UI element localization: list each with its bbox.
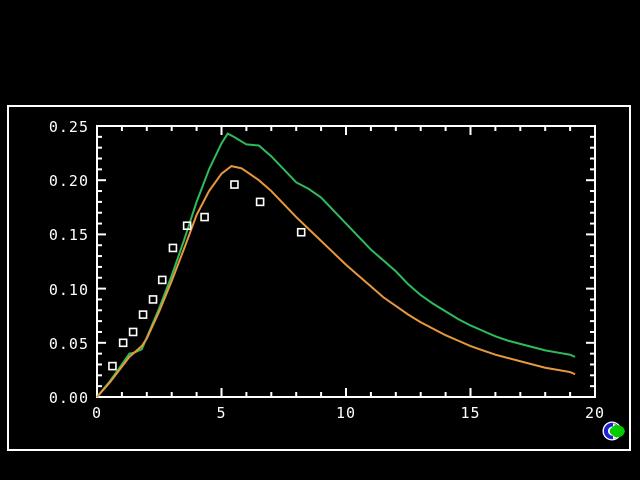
y-tick-label: 0.05 [48,334,89,353]
data-point-marker [255,197,265,207]
x-tick-label: 20 [584,404,606,422]
data-point-marker [138,310,148,319]
x-tick-label: 5 [216,404,227,422]
root-logo[interactable] [600,418,628,444]
orange-curve [96,165,576,398]
data-point-marker [230,180,239,189]
x-tick-label: 15 [460,404,481,422]
data-point-marker [108,361,117,371]
y-tick-label: 0.20 [48,172,89,191]
data-point-marker [157,275,167,285]
y-tick-label: 0.00 [48,389,89,407]
data-point-marker [296,227,306,237]
x-tick-label: 0 [91,404,103,422]
data-point-marker [168,243,178,253]
x-tick-label: 10 [335,404,357,422]
data-point-marker [148,295,158,304]
root-logo-glyph [602,421,626,441]
data-point-marker [128,327,138,337]
data-point-markers [108,180,306,371]
data-point-marker [182,221,192,231]
y-tick-label: 0.15 [48,226,89,245]
y-tick-label: 0.25 [48,118,89,136]
data-point-marker [200,212,209,222]
canvas-outer-frame [7,105,631,451]
axis-ticks [96,125,596,398]
green-curve [96,132,576,398]
data-point-marker [118,338,128,348]
y-tick-label: 0.10 [48,280,89,299]
